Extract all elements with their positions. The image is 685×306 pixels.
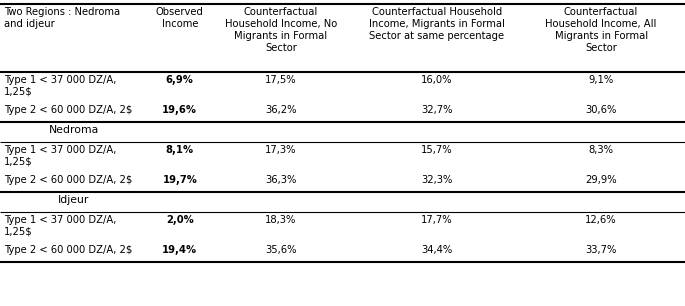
Text: Idjeur: Idjeur [58, 195, 89, 205]
Text: 18,3%: 18,3% [265, 215, 297, 225]
Text: Type 1 < 37 000 DZ/A,
1,25$: Type 1 < 37 000 DZ/A, 1,25$ [4, 75, 116, 97]
Text: Type 2 < 60 000 DZ/A, 2$: Type 2 < 60 000 DZ/A, 2$ [4, 245, 132, 255]
Text: 34,4%: 34,4% [421, 245, 452, 255]
Text: 19,7%: 19,7% [162, 175, 197, 185]
Text: Type 1 < 37 000 DZ/A,
1,25$: Type 1 < 37 000 DZ/A, 1,25$ [4, 145, 116, 167]
Text: 15,7%: 15,7% [421, 145, 453, 155]
Text: Counterfactual
Household Income, No
Migrants in Formal
Sector: Counterfactual Household Income, No Migr… [225, 7, 337, 53]
Text: Counterfactual Household
Income, Migrants in Formal
Sector at same percentage: Counterfactual Household Income, Migrant… [369, 7, 505, 41]
Text: 17,3%: 17,3% [265, 145, 297, 155]
Text: 33,7%: 33,7% [586, 245, 616, 255]
Text: Nedroma: Nedroma [49, 125, 99, 135]
Text: 16,0%: 16,0% [421, 75, 452, 85]
Text: 2,0%: 2,0% [166, 215, 194, 225]
Text: 36,3%: 36,3% [265, 175, 297, 185]
Text: 19,6%: 19,6% [162, 105, 197, 115]
Text: 8,3%: 8,3% [588, 145, 614, 155]
Text: Type 2 < 60 000 DZ/A, 2$: Type 2 < 60 000 DZ/A, 2$ [4, 175, 132, 185]
Text: 29,9%: 29,9% [585, 175, 617, 185]
Text: 12,6%: 12,6% [585, 215, 617, 225]
Text: 6,9%: 6,9% [166, 75, 194, 85]
Text: 9,1%: 9,1% [588, 75, 614, 85]
Text: 30,6%: 30,6% [586, 105, 616, 115]
Text: 36,2%: 36,2% [265, 105, 297, 115]
Text: 8,1%: 8,1% [166, 145, 194, 155]
Text: 19,4%: 19,4% [162, 245, 197, 255]
Text: Counterfactual
Household Income, All
Migrants in Formal
Sector: Counterfactual Household Income, All Mig… [545, 7, 657, 53]
Text: Type 1 < 37 000 DZ/A,
1,25$: Type 1 < 37 000 DZ/A, 1,25$ [4, 215, 116, 237]
Text: Type 2 < 60 000 DZ/A, 2$: Type 2 < 60 000 DZ/A, 2$ [4, 105, 132, 115]
Text: Observed
Income: Observed Income [156, 7, 203, 29]
Text: 17,5%: 17,5% [265, 75, 297, 85]
Text: 32,3%: 32,3% [421, 175, 452, 185]
Text: Two Regions : Nedroma
and idjeur: Two Regions : Nedroma and idjeur [4, 7, 120, 29]
Text: 17,7%: 17,7% [421, 215, 453, 225]
Text: 32,7%: 32,7% [421, 105, 452, 115]
Text: 35,6%: 35,6% [265, 245, 297, 255]
